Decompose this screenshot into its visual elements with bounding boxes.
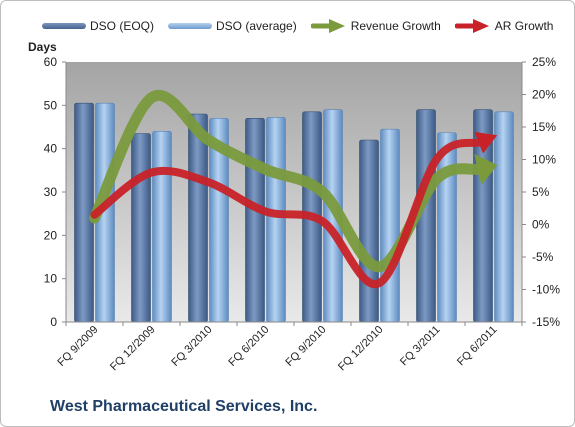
y-tick-label: 40 bbox=[44, 142, 58, 156]
y2-tick-label: -5% bbox=[532, 250, 554, 264]
bar-dso-eoq bbox=[359, 139, 379, 323]
y2-tick-label: 25% bbox=[532, 55, 556, 69]
y2-tick-label: 15% bbox=[532, 120, 556, 134]
company-name: West Pharmaceutical Services, Inc. bbox=[50, 398, 318, 415]
legend-item-dso-eoq: DSO (EOQ) bbox=[42, 19, 154, 33]
legend-item-revenue-growth: Revenue Growth bbox=[310, 18, 441, 34]
bar-dso-eoq bbox=[245, 118, 265, 323]
legend-swatch-dso-average bbox=[168, 23, 213, 29]
bar-dso-average bbox=[152, 131, 172, 323]
x-tick-label: FQ 9/2010 bbox=[283, 324, 328, 369]
x-tick-label: FQ 6/2010 bbox=[226, 324, 271, 369]
y2-tick-label: 20% bbox=[532, 88, 556, 102]
y-tick-label: 0 bbox=[50, 315, 57, 329]
legend-label-revenue-growth: Revenue Growth bbox=[350, 19, 441, 33]
bar-dso-eoq bbox=[74, 102, 94, 323]
bar-dso-average bbox=[494, 111, 514, 323]
bar-dso-average bbox=[437, 132, 457, 323]
bar-dso-average bbox=[380, 128, 400, 323]
x-tick-label: FQ 6/2011 bbox=[455, 324, 500, 369]
y2-tick-label: 0% bbox=[532, 218, 550, 232]
legend-item-dso-average: DSO (average) bbox=[168, 19, 297, 33]
y-tick-label: 30 bbox=[44, 185, 58, 199]
y-tick-label: 20 bbox=[44, 228, 58, 242]
legend: DSO (EOQ) DSO (average) Revenue Growth A… bbox=[42, 15, 567, 37]
legend-item-ar-growth: AR Growth bbox=[454, 18, 554, 34]
legend-swatch-revenue-growth bbox=[310, 19, 345, 33]
y2-tick-label: -10% bbox=[532, 283, 560, 297]
arrowhead-revenue-growth bbox=[474, 154, 498, 186]
y-tick-label: 10 bbox=[44, 272, 58, 286]
legend-label-dso-average: DSO (average) bbox=[216, 19, 297, 33]
legend-label-ar-growth: AR Growth bbox=[494, 19, 554, 33]
legend-label-dso-eoq: DSO (EOQ) bbox=[90, 19, 155, 33]
x-tick-label: FQ 3/2011 bbox=[398, 324, 443, 369]
bar-dso-average bbox=[266, 117, 286, 323]
y-axis-title: Days bbox=[28, 40, 57, 54]
x-tick-label: FQ 9/2009 bbox=[55, 324, 100, 369]
y2-tick-label: 5% bbox=[532, 185, 550, 199]
legend-swatch-dso-eoq bbox=[42, 23, 86, 29]
arrowhead-ar-growth bbox=[474, 131, 498, 154]
y2-tick-label: 10% bbox=[532, 153, 556, 167]
legend-swatch-ar-growth bbox=[454, 19, 489, 33]
bar-dso-eoq bbox=[188, 113, 208, 323]
x-tick-label: FQ 3/2010 bbox=[169, 324, 214, 369]
line-ar-growth bbox=[90, 138, 484, 289]
bar-dso-eoq bbox=[131, 133, 151, 323]
x-tick-label: FQ 12/2009 bbox=[108, 324, 158, 374]
x-tick-label: FQ 12/2010 bbox=[336, 324, 386, 374]
y2-tick-label: -15% bbox=[532, 315, 560, 329]
y-tick-label: 60 bbox=[44, 55, 58, 69]
y-tick-label: 50 bbox=[44, 98, 58, 112]
